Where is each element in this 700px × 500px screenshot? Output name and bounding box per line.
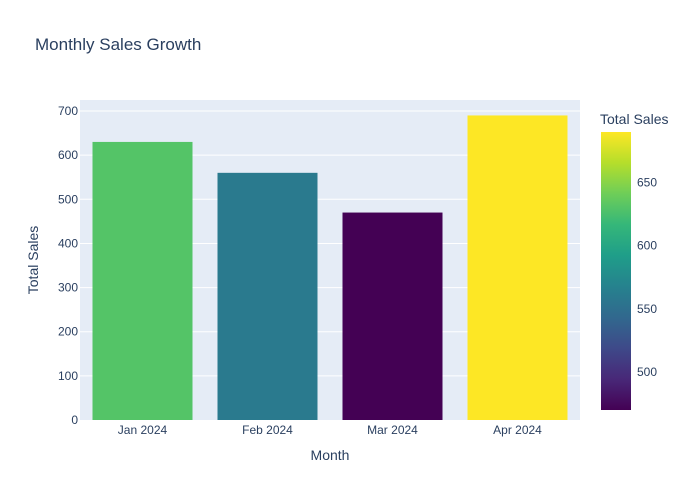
colorbar-title: Total Sales [600, 111, 668, 127]
y-axis-title: Total Sales [25, 226, 41, 294]
x-tick-label: Feb 2024 [242, 423, 293, 437]
y-tick-label: 0 [71, 413, 78, 427]
bar[interactable] [342, 212, 443, 420]
y-axis-ticks: 0 100 200 300 400 500 600 700 [58, 104, 78, 427]
chart-title: Monthly Sales Growth [35, 35, 201, 54]
y-tick-label: 200 [58, 325, 78, 339]
x-axis-title: Month [311, 447, 350, 463]
bar[interactable] [467, 115, 568, 420]
x-tick-label: Mar 2024 [367, 423, 418, 437]
y-tick-label: 100 [58, 369, 78, 383]
y-tick-label: 600 [58, 148, 78, 162]
y-tick-label: 500 [58, 192, 78, 206]
x-tick-label: Apr 2024 [493, 423, 542, 437]
y-tick-label: 300 [58, 281, 78, 295]
y-tick-label: 400 [58, 236, 78, 250]
bar[interactable] [217, 172, 318, 420]
colorbar-tick-label: 500 [637, 365, 657, 379]
x-axis-ticks: Jan 2024 Feb 2024 Mar 2024 Apr 2024 [118, 423, 542, 437]
colorbar-tick-label: 600 [637, 239, 657, 253]
colorbar-ticks: 500 550 600 650 [637, 176, 657, 380]
colorbar-tick-label: 650 [637, 176, 657, 190]
x-tick-label: Jan 2024 [118, 423, 168, 437]
y-tick-label: 700 [58, 104, 78, 118]
colorbar-tick-label: 550 [637, 302, 657, 316]
bars [92, 115, 568, 420]
colorbar [601, 132, 631, 410]
bar[interactable] [92, 141, 193, 420]
